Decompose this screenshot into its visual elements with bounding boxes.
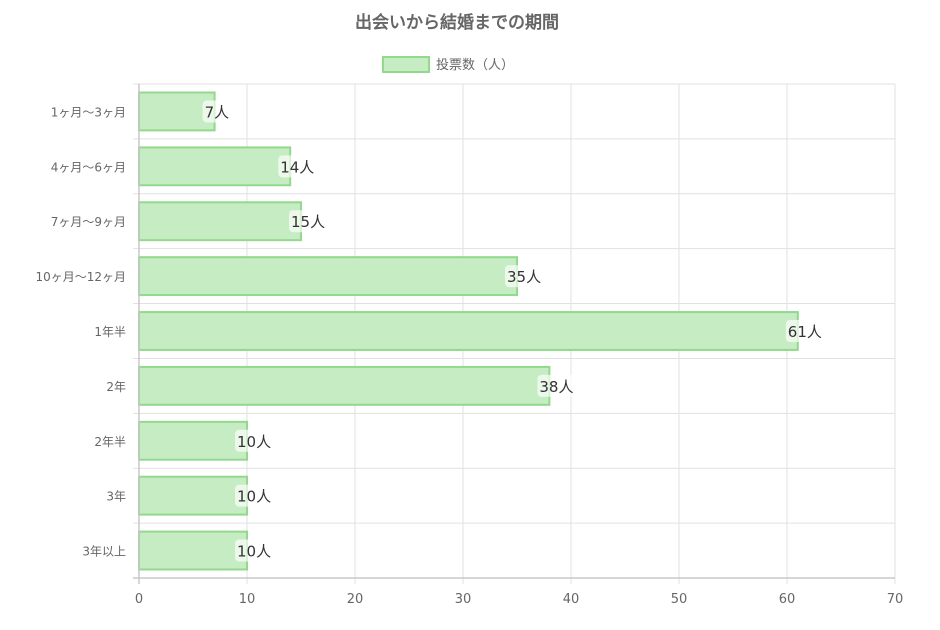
bar-9[interactable]	[138, 530, 248, 571]
x-tick-label: 0	[135, 592, 143, 607]
bar-2[interactable]	[138, 146, 292, 187]
bar-7[interactable]	[138, 420, 248, 461]
category-label: 3年以上	[82, 545, 126, 559]
data-label-background	[785, 320, 824, 342]
data-label: 61人	[788, 323, 822, 341]
bar-4[interactable]	[138, 256, 518, 297]
bar-8[interactable]	[138, 475, 248, 516]
x-tick-label: 30	[455, 592, 472, 607]
x-tick-label: 60	[779, 592, 796, 607]
data-label: 10人	[237, 488, 271, 506]
legend-swatch	[382, 56, 430, 73]
category-label: 10ヶ月〜12ヶ月	[35, 270, 126, 284]
data-label: 38人	[539, 378, 573, 396]
bar-6[interactable]	[138, 365, 551, 406]
category-label: 1ヶ月〜3ヶ月	[51, 105, 126, 119]
data-label-background	[537, 374, 576, 397]
category-label: 2年	[106, 380, 126, 394]
data-label-background	[235, 484, 273, 507]
legend-label: 投票数（人）	[436, 57, 514, 73]
x-tick-label: 50	[671, 592, 688, 607]
data-label-background	[505, 265, 543, 288]
labels: 0 10 20 30 40 50 60 70 1ヶ月〜3ヶ月 7人 4ヶ月〜6ヶ月 14人 7ヶ月〜9ヶ…	[35, 100, 903, 607]
category-label: 7ヶ月〜9ヶ月	[51, 215, 126, 229]
legend[interactable]: 投票数（人）	[382, 56, 514, 73]
axes	[133, 84, 895, 584]
data-label: 10人	[237, 543, 271, 561]
x-tick-label: 70	[887, 592, 904, 607]
data-label-background	[235, 429, 273, 452]
x-tick-label: 40	[563, 592, 580, 607]
data-label-background	[235, 539, 273, 562]
bar-3[interactable]	[138, 201, 302, 242]
data-label: 15人	[291, 213, 325, 231]
x-tick-label: 10	[239, 592, 256, 607]
x-tick-label: 20	[347, 592, 364, 607]
category-label: 2年半	[94, 435, 126, 449]
data-label-background	[278, 155, 317, 178]
chart-title: 出会いから結婚までの期間	[355, 12, 559, 33]
bar-5[interactable]	[138, 311, 799, 351]
data-label-background	[202, 100, 232, 123]
data-label: 7人	[205, 103, 230, 121]
data-label: 10人	[237, 433, 271, 451]
category-label: 1年半	[94, 325, 126, 339]
data-label: 14人	[280, 158, 314, 176]
data-label: 35人	[507, 268, 541, 286]
category-label: 4ヶ月〜6ヶ月	[51, 160, 126, 174]
category-label: 3年	[106, 490, 126, 504]
data-label-background	[289, 210, 327, 233]
